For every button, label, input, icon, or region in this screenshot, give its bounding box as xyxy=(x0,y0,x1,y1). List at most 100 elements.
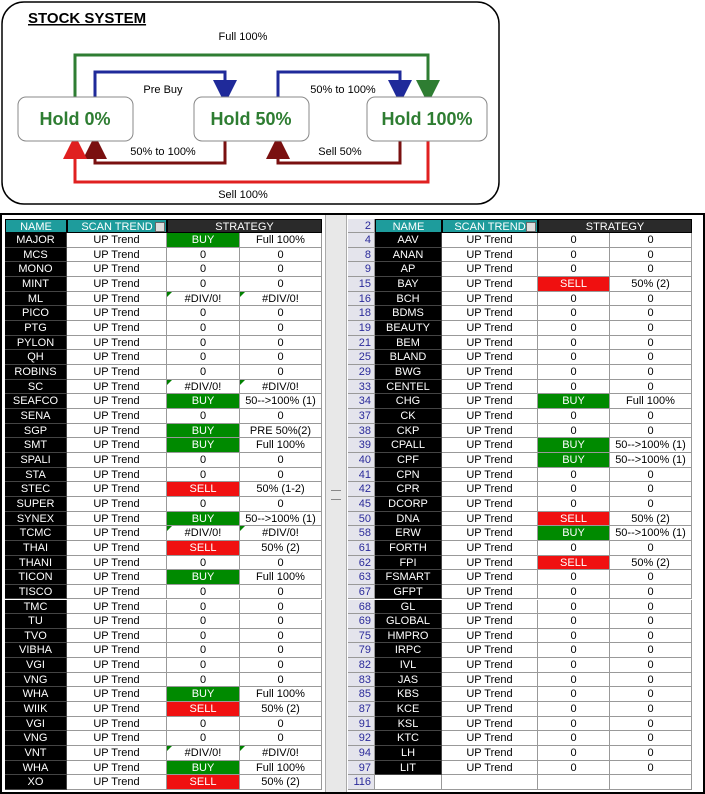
diagram-title: STOCK SYSTEM xyxy=(28,10,146,27)
name-cell: BDMS xyxy=(375,306,442,321)
name-cell: IVL xyxy=(375,658,442,673)
row-number: 94 xyxy=(348,746,375,761)
strategy-cell: 0 xyxy=(167,731,240,747)
strategy-cell: 0 xyxy=(240,467,322,483)
strategy-cell: #DIV/0! xyxy=(167,526,240,541)
strategy-cell: #DIV/0! xyxy=(167,746,240,761)
trend-cell: UP Trend xyxy=(67,775,167,791)
name-cell: MCS xyxy=(5,247,67,263)
strategy-cell: 0 xyxy=(167,320,240,336)
name-cell: PYLON xyxy=(5,335,67,351)
row-header: 2 xyxy=(348,219,375,233)
row-number: 4 xyxy=(348,233,375,248)
strategy-cell: 0 xyxy=(610,364,692,380)
trend-cell: UP Trend xyxy=(442,379,538,395)
strategy-cell xyxy=(610,775,692,791)
trend-cell: UP Trend xyxy=(67,599,167,615)
split-bar[interactable] xyxy=(325,215,347,792)
strategy-cell: 0 xyxy=(610,731,692,747)
trend-cell: UP Trend xyxy=(442,350,538,365)
row-number: 45 xyxy=(348,496,375,512)
strategy-cell: 0 xyxy=(240,276,322,292)
strategy-cell: 50% (2) xyxy=(610,276,692,292)
trend-cell: UP Trend xyxy=(442,408,538,424)
row-number: 9 xyxy=(348,262,375,277)
strategy-cell: 0 xyxy=(610,247,692,263)
row-number: 61 xyxy=(348,540,375,556)
grip xyxy=(331,490,341,500)
strategy-cell: 0 xyxy=(538,702,610,717)
row-number: 87 xyxy=(348,702,375,717)
trend-cell: UP Trend xyxy=(442,599,538,615)
row-number: 69 xyxy=(348,614,375,629)
strategy-cell: 0 xyxy=(167,262,240,277)
trend-cell: UP Trend xyxy=(442,320,538,336)
strategy-cell: 0 xyxy=(538,731,610,747)
row-number: 39 xyxy=(348,438,375,453)
strategy-cell: 0 xyxy=(538,746,610,761)
strategy-cell: 0 xyxy=(240,350,322,365)
trend-cell: UP Trend xyxy=(442,482,538,497)
trend-cell: UP Trend xyxy=(442,467,538,483)
name-cell: GFPT xyxy=(375,584,442,600)
strategy-cell: BUY xyxy=(167,687,240,703)
strategy-cell: 0 xyxy=(610,335,692,351)
row-number: 29 xyxy=(348,364,375,380)
strategy-cell: 0 xyxy=(610,540,692,556)
trend-cell: UP Trend xyxy=(67,702,167,717)
column-header: STRATEGY xyxy=(167,219,322,233)
filter-button[interactable] xyxy=(155,222,165,232)
trend-cell: UP Trend xyxy=(67,555,167,571)
node-box xyxy=(17,96,134,142)
trend-cell: UP Trend xyxy=(67,672,167,688)
trend-cell: UP Trend xyxy=(442,262,538,277)
name-cell: CK xyxy=(375,408,442,424)
strategy-cell: Full 100% xyxy=(610,394,692,409)
strategy-cell: 0 xyxy=(610,658,692,673)
trend-cell: UP Trend xyxy=(67,658,167,673)
strategy-cell: BUY xyxy=(538,438,610,453)
name-cell: FPI xyxy=(375,555,442,571)
strategy-cell: 0 xyxy=(538,306,610,321)
strategy-cell: 0 xyxy=(538,364,610,380)
trend-cell: UP Trend xyxy=(67,320,167,336)
trend-cell: UP Trend xyxy=(67,247,167,263)
strategy-cell: 0 xyxy=(240,555,322,571)
arrow xyxy=(276,70,412,104)
trend-cell: UP Trend xyxy=(442,716,538,732)
strategy-cell: SELL xyxy=(538,555,610,571)
name-cell: SEAFCO xyxy=(5,394,67,409)
strategy-cell: 0 xyxy=(167,599,240,615)
trend-cell: UP Trend xyxy=(442,643,538,659)
row-number: 83 xyxy=(348,672,375,688)
strategy-cell: 0 xyxy=(610,291,692,307)
strategy-cell: 0 xyxy=(167,467,240,483)
strategy-cell: 0 xyxy=(240,364,322,380)
row-number: 62 xyxy=(348,555,375,571)
name-cell: HMPRO xyxy=(375,628,442,644)
column-header: SCAN TREND xyxy=(67,219,167,233)
strategy-cell: #DIV/0! xyxy=(167,379,240,395)
strategy-cell: 0 xyxy=(610,350,692,365)
strategy-cell: 50% (1-2) xyxy=(240,482,322,497)
strategy-cell: SELL xyxy=(167,702,240,717)
trend-cell: UP Trend xyxy=(67,262,167,277)
trend-cell: UP Trend xyxy=(442,628,538,644)
strategy-cell: 0 xyxy=(167,452,240,468)
trend-cell: UP Trend xyxy=(442,276,538,292)
strategy-cell: 0 xyxy=(538,672,610,688)
filter-button[interactable] xyxy=(526,222,536,232)
trend-cell: UP Trend xyxy=(67,233,167,248)
trend-cell: UP Trend xyxy=(67,584,167,600)
name-cell: SYNEX xyxy=(5,511,67,527)
trend-cell: UP Trend xyxy=(67,731,167,747)
trend-cell: UP Trend xyxy=(442,364,538,380)
strategy-cell: 0 xyxy=(240,672,322,688)
name-cell: VNG xyxy=(5,731,67,747)
strategy-cell: 0 xyxy=(240,628,322,644)
strategy-cell: BUY xyxy=(538,394,610,409)
strategy-cell: 50-->100% (1) xyxy=(610,438,692,453)
trend-cell: UP Trend xyxy=(442,496,538,512)
trend-cell: UP Trend xyxy=(67,364,167,380)
column-header: NAME xyxy=(5,219,67,233)
